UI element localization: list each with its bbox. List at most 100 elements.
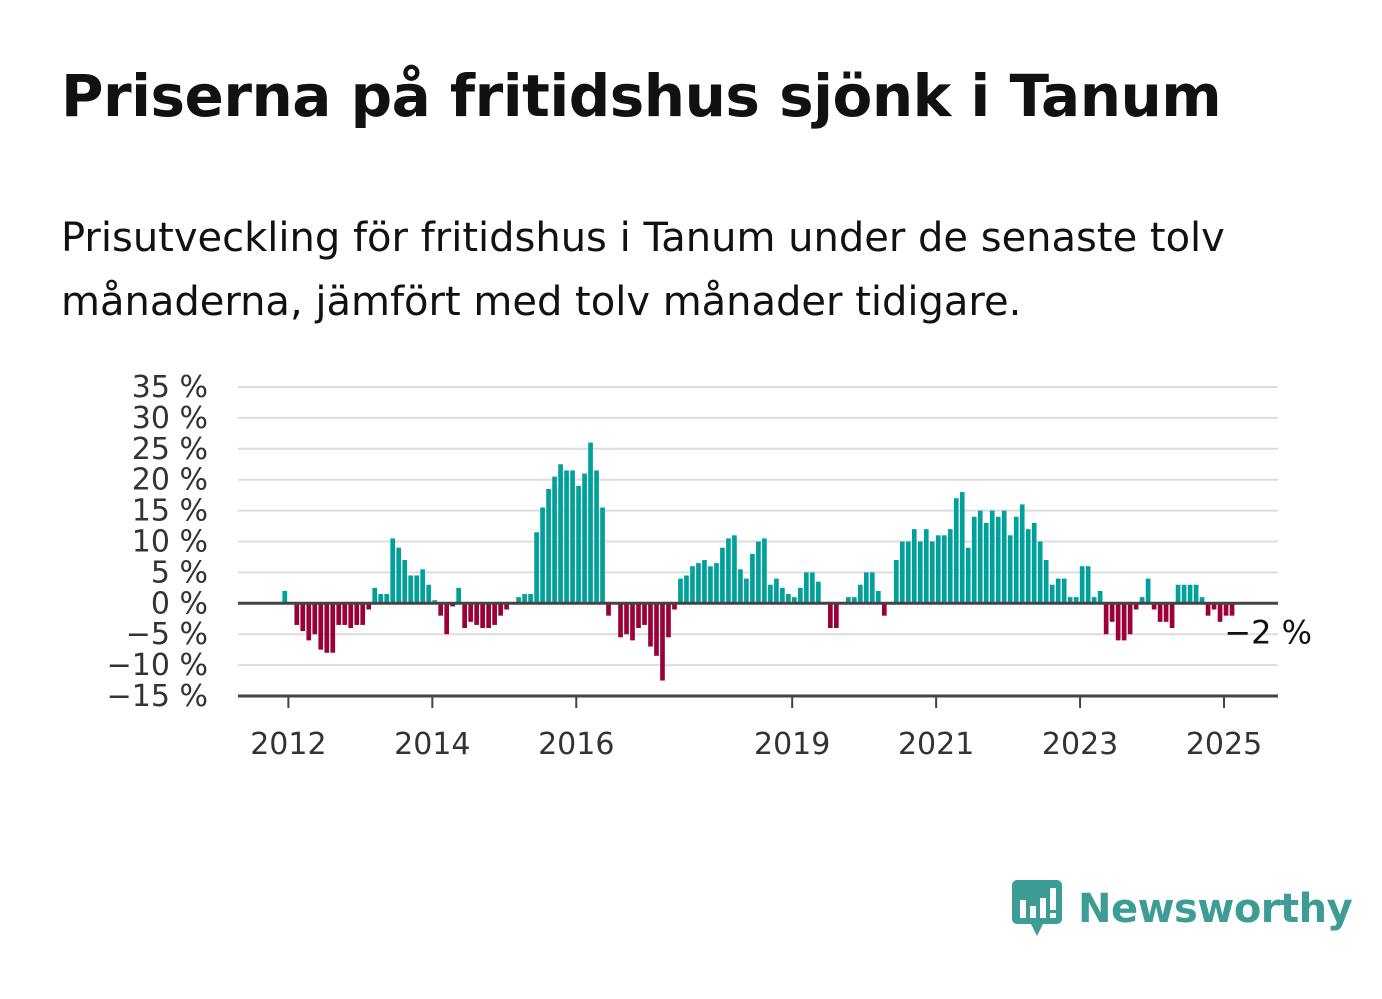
bar bbox=[696, 563, 701, 604]
bar bbox=[390, 538, 396, 604]
bar bbox=[1109, 603, 1115, 622]
bar bbox=[953, 498, 959, 604]
bar bbox=[600, 507, 605, 604]
bar bbox=[1037, 541, 1043, 604]
bar bbox=[624, 603, 629, 635]
bar bbox=[1205, 603, 1211, 616]
bar bbox=[312, 603, 318, 635]
x-tick-label: 2012 bbox=[250, 727, 326, 762]
bar bbox=[869, 572, 875, 604]
bar bbox=[594, 470, 599, 604]
bar bbox=[1193, 584, 1199, 604]
bar bbox=[774, 578, 779, 604]
bar bbox=[660, 603, 665, 681]
bar bbox=[905, 541, 911, 604]
bar bbox=[756, 541, 761, 604]
bar bbox=[570, 470, 575, 604]
bar bbox=[450, 603, 455, 607]
bar bbox=[396, 547, 402, 604]
bar bbox=[702, 560, 707, 604]
bar bbox=[456, 587, 461, 604]
bar bbox=[564, 470, 569, 604]
bar bbox=[294, 603, 300, 625]
bar bbox=[552, 476, 557, 604]
y-tick-label: 25 % bbox=[132, 432, 208, 467]
bar bbox=[1019, 504, 1025, 604]
bar bbox=[732, 535, 737, 604]
bar bbox=[792, 597, 797, 604]
bar bbox=[360, 603, 366, 625]
bar bbox=[300, 603, 306, 632]
bar bbox=[426, 584, 432, 604]
bar bbox=[408, 575, 414, 604]
bar bbox=[1169, 603, 1175, 629]
bar bbox=[726, 538, 731, 604]
bar bbox=[330, 603, 336, 653]
bar bbox=[750, 553, 755, 604]
bar bbox=[354, 603, 360, 625]
y-tick-label: 10 % bbox=[132, 525, 208, 560]
bar bbox=[738, 569, 743, 604]
brand-name: Newsworthy bbox=[1078, 886, 1353, 932]
bar bbox=[666, 603, 671, 638]
y-tick-label: 35 % bbox=[132, 370, 208, 405]
bar bbox=[282, 590, 288, 604]
bar bbox=[1157, 603, 1163, 622]
bar bbox=[941, 535, 947, 604]
bar bbox=[324, 603, 330, 653]
bar bbox=[582, 473, 587, 604]
bar bbox=[816, 581, 821, 604]
bar-chart: 35 %30 %25 %20 %15 %10 %5 %0 %−5 %−10 %−… bbox=[107, 370, 1312, 762]
bar bbox=[498, 603, 503, 616]
bar bbox=[342, 603, 348, 625]
bar bbox=[504, 603, 509, 610]
bar bbox=[318, 603, 324, 650]
bar bbox=[444, 603, 449, 635]
bar bbox=[1091, 597, 1097, 604]
bar bbox=[1217, 603, 1223, 622]
bar bbox=[540, 507, 545, 604]
bar bbox=[546, 488, 551, 604]
bar bbox=[1085, 566, 1091, 604]
bar bbox=[1121, 603, 1127, 641]
bar bbox=[977, 510, 983, 604]
bar bbox=[492, 603, 497, 625]
bar bbox=[834, 603, 839, 629]
bar bbox=[1115, 603, 1121, 641]
bar bbox=[875, 590, 881, 604]
y-tick-label: 30 % bbox=[132, 401, 208, 436]
bar bbox=[462, 603, 467, 629]
bar bbox=[1103, 603, 1109, 635]
bar bbox=[786, 594, 791, 604]
x-tick-label: 2023 bbox=[1042, 727, 1118, 762]
bar-series bbox=[282, 442, 1235, 681]
bar bbox=[768, 584, 773, 604]
bar bbox=[1229, 603, 1235, 616]
bar bbox=[983, 522, 989, 604]
bar bbox=[965, 547, 971, 604]
bar bbox=[989, 510, 995, 604]
bar bbox=[1061, 578, 1067, 604]
x-tick-label: 2016 bbox=[538, 727, 614, 762]
bar bbox=[744, 578, 749, 604]
y-tick-label: 20 % bbox=[132, 463, 208, 498]
bar bbox=[414, 575, 420, 604]
bar bbox=[606, 603, 611, 616]
y-tick-label: 0 % bbox=[151, 586, 208, 621]
bar bbox=[828, 603, 833, 629]
bar bbox=[642, 603, 647, 625]
bar bbox=[384, 594, 390, 604]
bar bbox=[1073, 597, 1079, 604]
bar bbox=[810, 572, 815, 604]
bar bbox=[402, 560, 408, 604]
bar bbox=[1097, 590, 1103, 604]
bar bbox=[684, 575, 689, 604]
y-tick-label: −15 % bbox=[107, 679, 208, 714]
bar bbox=[923, 529, 929, 604]
bar bbox=[588, 442, 593, 604]
bar bbox=[911, 529, 917, 604]
bar bbox=[852, 597, 857, 604]
bar bbox=[1175, 584, 1181, 604]
axis-labels: 35 %30 %25 %20 %15 %10 %5 %0 %−5 %−10 %−… bbox=[107, 370, 1312, 762]
bar bbox=[1187, 584, 1193, 604]
